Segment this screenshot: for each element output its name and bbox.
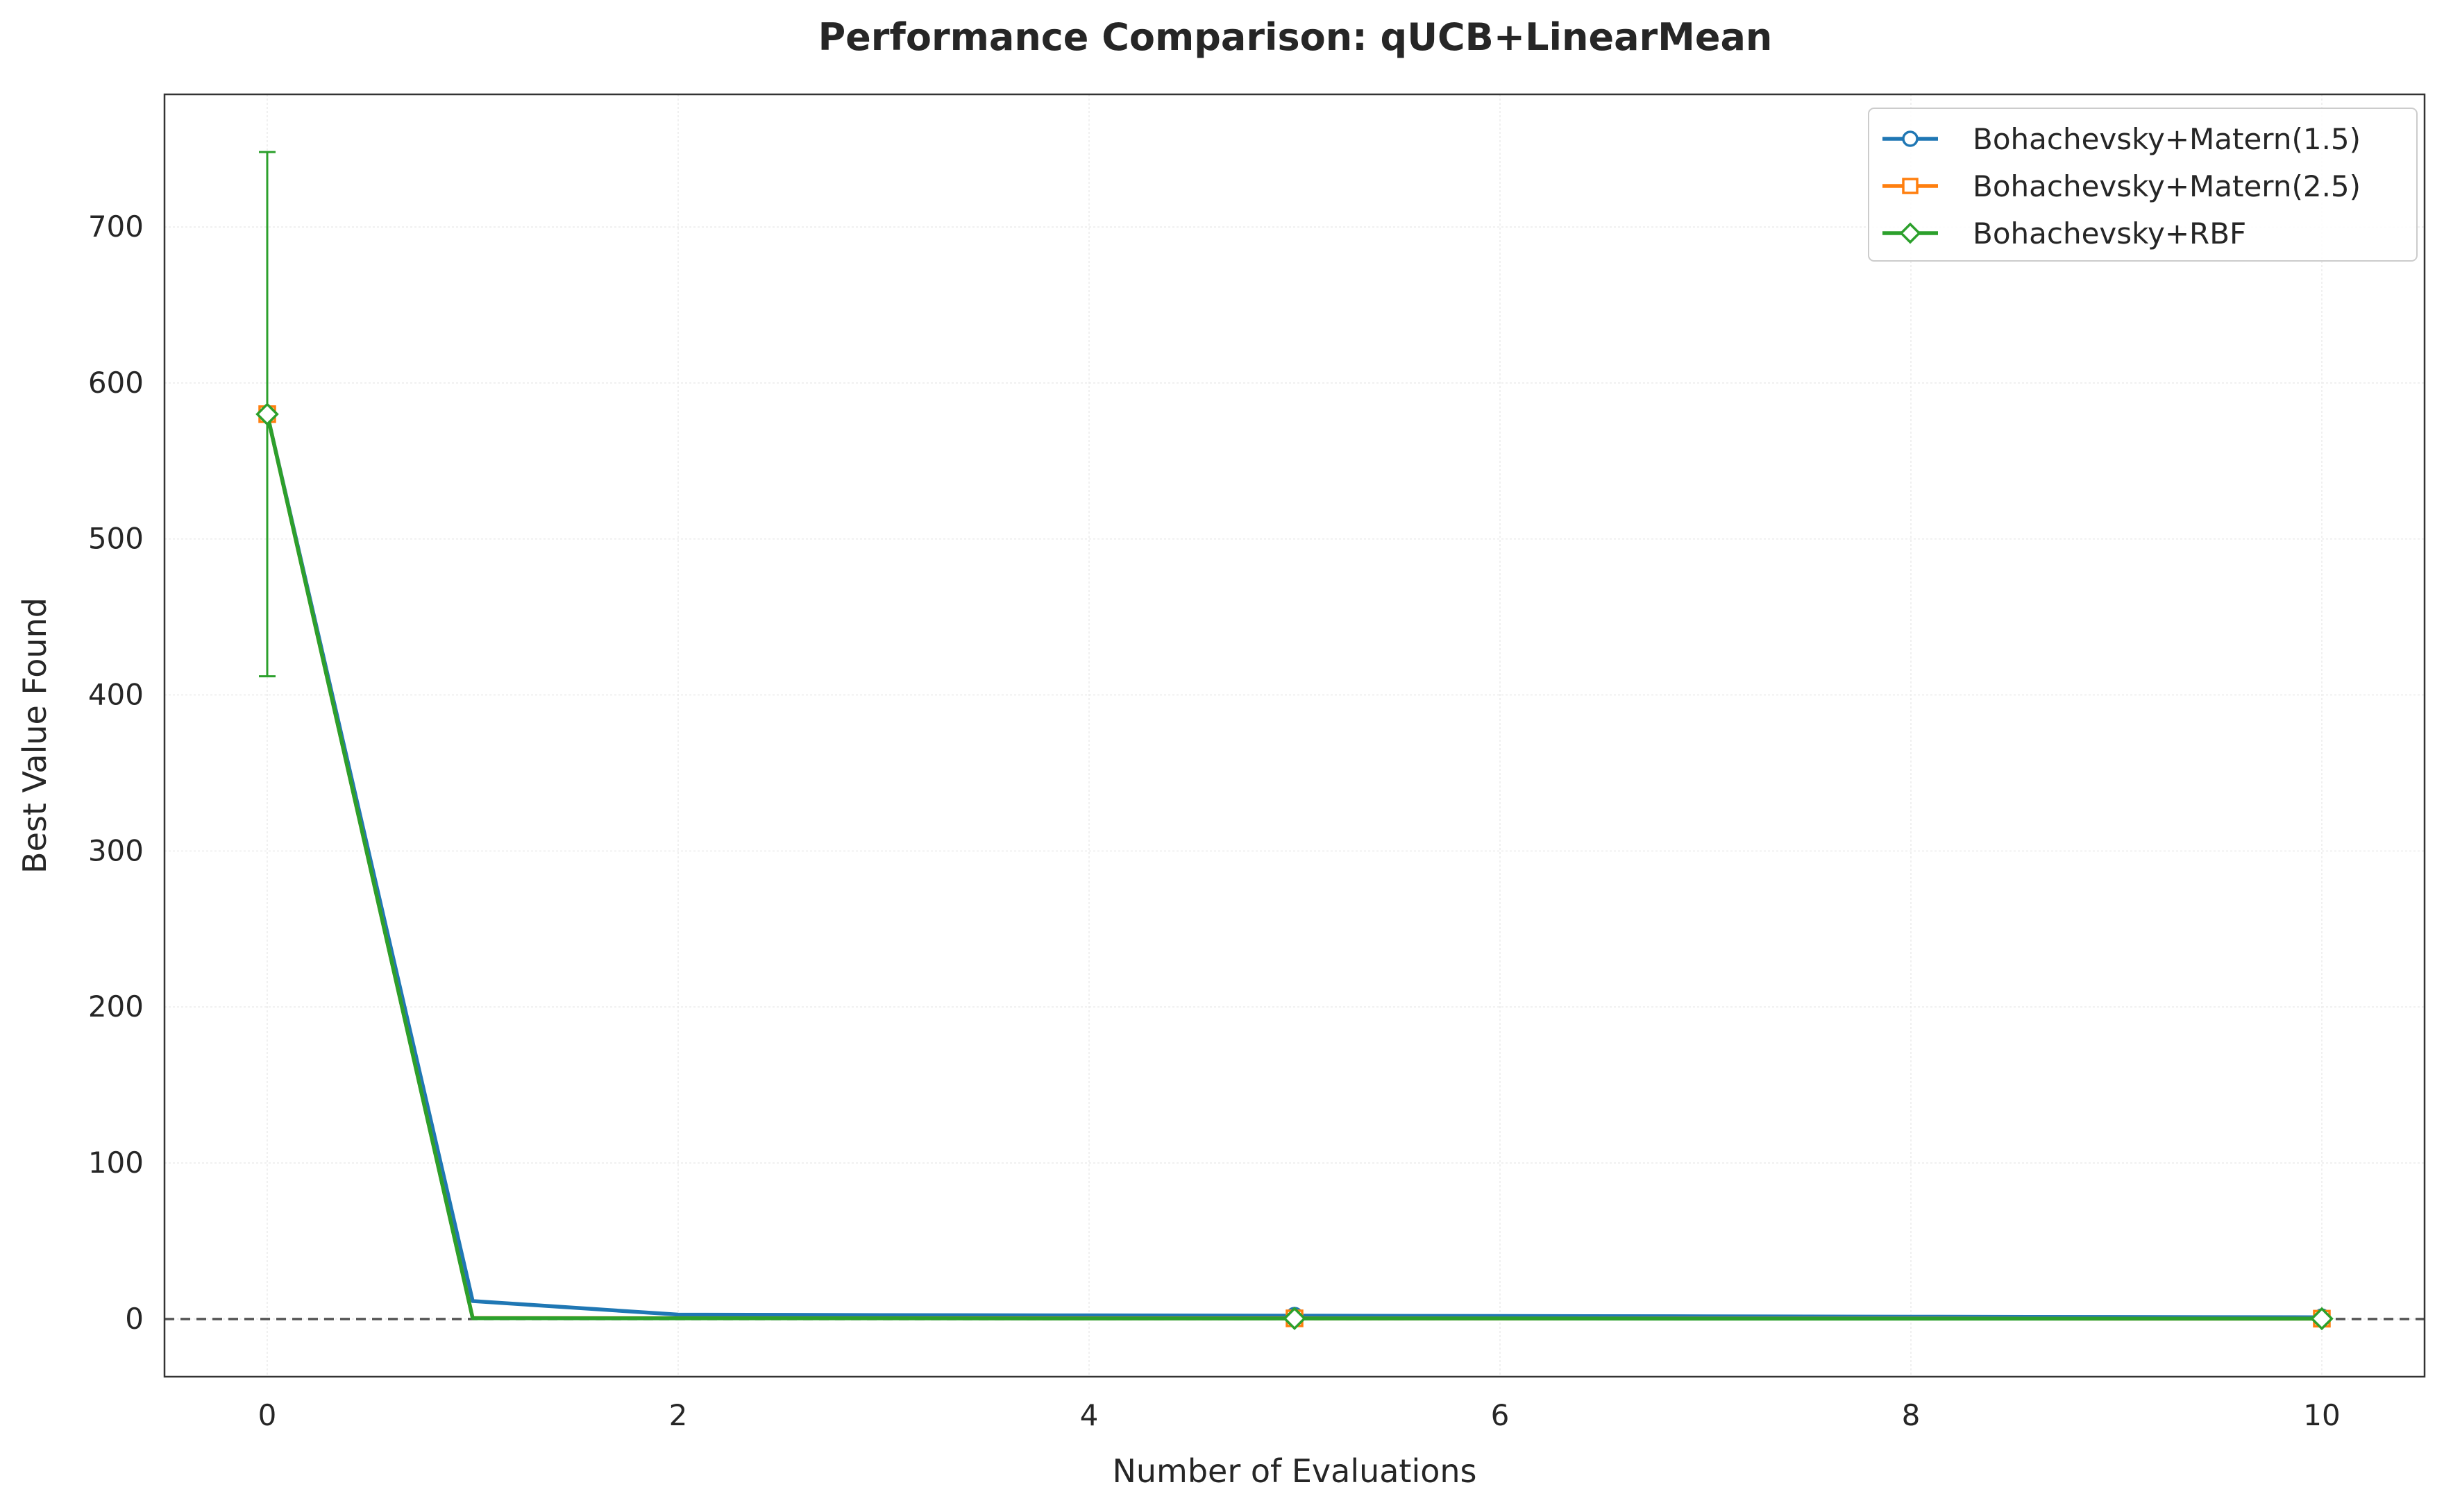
legend-entry: Bohachevsky+RBF bbox=[1882, 216, 2246, 250]
x-tick-label: 2 bbox=[669, 1398, 688, 1432]
y-ticks: 0 100 200 300 400 500 600 700 bbox=[88, 210, 144, 1336]
chart-title: Performance Comparison: qUCB+LinearMean bbox=[818, 15, 1773, 59]
series-group bbox=[255, 151, 2334, 1331]
legend-entry: Bohachevsky+Matern(1.5) bbox=[1882, 122, 2361, 156]
grid bbox=[165, 94, 2425, 1377]
plot-frame bbox=[163, 93, 2426, 1378]
y-tick-label: 200 bbox=[88, 989, 144, 1023]
x-ticks: 0 2 4 6 8 10 bbox=[258, 1398, 2341, 1432]
y-tick-label: 700 bbox=[88, 210, 144, 244]
marker-circle bbox=[1902, 130, 1919, 147]
marker-diamond bbox=[1283, 1307, 1306, 1330]
y-tick-label: 400 bbox=[88, 678, 144, 712]
marker-square bbox=[1902, 178, 1919, 194]
y-tick-label: 100 bbox=[88, 1146, 144, 1180]
legend-box bbox=[1868, 108, 2418, 262]
series-3 bbox=[255, 151, 2334, 1331]
x-tick-label: 4 bbox=[1080, 1398, 1099, 1432]
legend-label: Bohachevsky+Matern(1.5) bbox=[1973, 122, 2361, 156]
y-tick-label: 500 bbox=[88, 522, 144, 556]
legend-entry: Bohachevsky+Matern(2.5) bbox=[1882, 169, 2361, 203]
x-tick-label: 6 bbox=[1491, 1398, 1510, 1432]
legend-label: Bohachevsky+Matern(2.5) bbox=[1973, 169, 2361, 203]
y-tick-label: 600 bbox=[88, 366, 144, 400]
x-axis-label: Number of Evaluations bbox=[1112, 1452, 1476, 1490]
x-tick-label: 8 bbox=[1902, 1398, 1921, 1432]
marker-diamond bbox=[2310, 1307, 2334, 1331]
marker-diamond bbox=[255, 402, 279, 426]
legend-label: Bohachevsky+RBF bbox=[1973, 216, 2246, 250]
y-tick-label: 0 bbox=[125, 1302, 144, 1336]
legend: Bohachevsky+Matern(1.5) Bohachevsky+Mater… bbox=[1868, 108, 2418, 262]
y-axis-label: Best Value Found bbox=[16, 597, 53, 874]
marker-diamond bbox=[1899, 222, 1921, 244]
x-tick-label: 0 bbox=[258, 1398, 277, 1432]
x-tick-label: 10 bbox=[2303, 1398, 2340, 1432]
y-tick-label: 300 bbox=[88, 833, 144, 867]
